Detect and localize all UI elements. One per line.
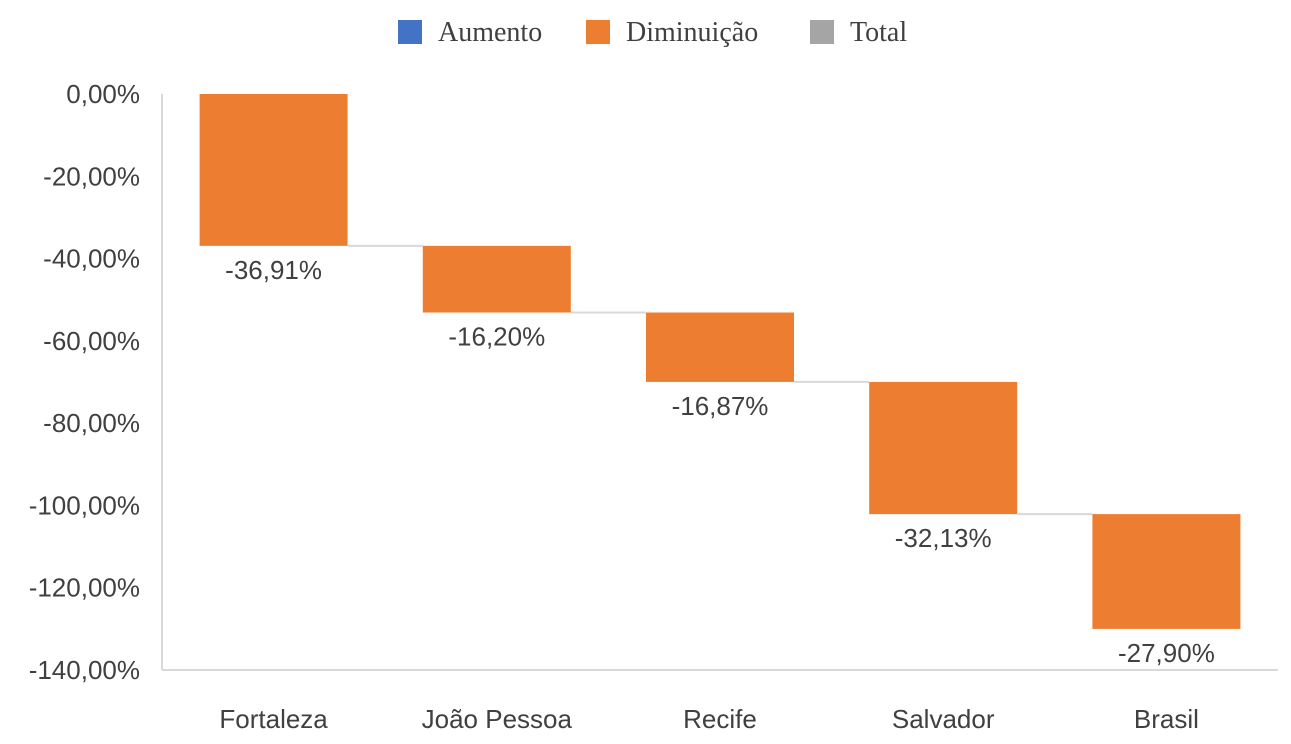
bar-jo-o-pessoa [422, 245, 571, 313]
y-tick-label: -20,00% [43, 161, 140, 191]
data-label: -36,91% [225, 255, 322, 285]
y-tick-label: -80,00% [43, 408, 140, 438]
data-labels: -36,91% -16,20% -16,87% -32,13% -27,90% [225, 255, 1215, 668]
axes [161, 94, 1278, 671]
data-label: -16,87% [672, 391, 769, 421]
legend-label-total: Total [850, 17, 907, 48]
x-category-label: Recife [683, 704, 757, 734]
y-tick-label: -100,00% [29, 490, 140, 520]
data-label: -32,13% [895, 523, 992, 553]
y-tick-label: -40,00% [43, 244, 140, 274]
legend: Aumento Diminuição Total [398, 17, 907, 48]
x-category-label: Brasil [1134, 704, 1199, 734]
y-tick-label: -60,00% [43, 326, 140, 356]
legend-label-aumento: Aumento [438, 17, 542, 48]
legend-swatch-diminuicao [586, 20, 610, 44]
bar-salvador [869, 381, 1018, 515]
y-tick-label: -120,00% [29, 573, 140, 603]
x-category-label: Salvador [892, 704, 995, 734]
y-axis-ticks: 0,00% -20,00% -40,00% -60,00% -80,00% -100,00… [29, 79, 140, 685]
connectors [347, 244, 1093, 516]
legend-label-diminuicao: Diminuição [626, 17, 758, 48]
bar-fortaleza [199, 94, 348, 246]
x-axis-categories: Fortaleza João Pessoa Recife Salvador Brasil [219, 704, 1199, 734]
data-label: -27,90% [1118, 638, 1215, 668]
legend-swatch-total [810, 20, 834, 44]
bar-brasil [1092, 514, 1241, 629]
y-tick-label: -140,00% [29, 655, 140, 685]
legend-swatch-aumento [398, 20, 422, 44]
data-label: -16,20% [448, 322, 545, 352]
y-tick-label: 0,00% [66, 79, 140, 109]
bars [199, 94, 1241, 629]
x-category-label: João Pessoa [422, 704, 573, 734]
x-category-label: Fortaleza [219, 704, 328, 734]
bar-recife [646, 312, 794, 382]
